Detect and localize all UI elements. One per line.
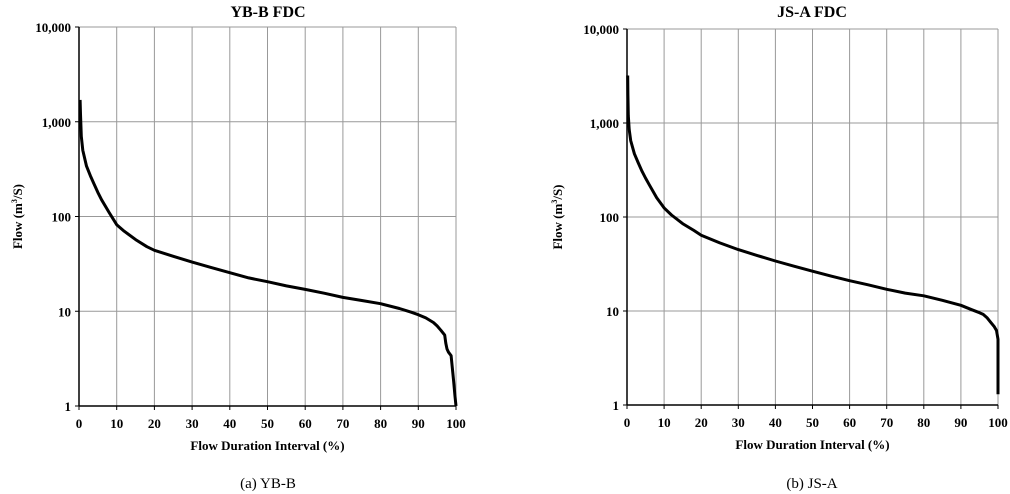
x-tick-label: 100 [988, 415, 1008, 430]
y-axis-label-end: /S) [10, 184, 25, 200]
y-tick-label: 1,000 [42, 115, 71, 130]
x-tick-label: 80 [374, 416, 387, 431]
y-tick-label: 100 [600, 210, 620, 225]
x-tick-label: 30 [186, 416, 199, 431]
x-tick-label: 40 [769, 415, 782, 430]
x-tick-label: 20 [148, 416, 161, 431]
x-tick-label: 100 [446, 416, 466, 431]
chart-title: YB-B FDC [230, 4, 305, 21]
x-tick-label: 30 [732, 415, 745, 430]
x-tick-label: 70 [336, 416, 349, 431]
y-tick-label: 10,000 [35, 20, 71, 35]
x-axis-label: Flow Duration Interval (%) [190, 438, 344, 453]
y-tick-label: 1,000 [590, 116, 619, 131]
x-tick-label: 0 [624, 415, 631, 430]
y-axis-label-main: Flow (m [550, 203, 565, 249]
y-axis-label-main: Flow (m [10, 203, 25, 249]
y-axis-label: Flow (m3/S) [550, 184, 565, 249]
x-tick-label: 70 [880, 415, 893, 430]
x-tick-label: 10 [110, 416, 123, 431]
series-line-JS-A [626, 75, 1000, 395]
x-tick-label: 90 [412, 416, 425, 431]
x-tick-label: 60 [843, 415, 856, 430]
series-line-YB-B [78, 99, 458, 407]
y-tick-label: 1 [65, 399, 72, 414]
x-tick-label: 10 [658, 415, 671, 430]
y-tick-label: 100 [52, 210, 72, 225]
y-tick-label: 10 [58, 304, 71, 319]
figure-caption: (b) JS-A [786, 476, 837, 492]
x-tick-label: 90 [954, 415, 967, 430]
y-tick-label: 10 [606, 304, 619, 319]
x-axis-label: Flow Duration Interval (%) [735, 437, 889, 452]
x-tick-label: 50 [261, 416, 274, 431]
x-tick-label: 40 [223, 416, 236, 431]
y-tick-label: 10,000 [583, 22, 619, 37]
x-tick-label: 0 [76, 416, 83, 431]
x-tick-label: 20 [695, 415, 708, 430]
x-tick-label: 80 [917, 415, 930, 430]
y-tick-label: 1 [613, 398, 620, 413]
chart-title: JS-A FDC [777, 4, 847, 21]
y-axis-label-superscript: 3 [10, 199, 19, 203]
figure-caption: (a) YB-B [240, 476, 296, 492]
y-axis-label: Flow (m3/S) [10, 184, 25, 249]
y-axis-label-superscript: 3 [550, 200, 559, 204]
y-axis-label-end: /S) [550, 184, 565, 200]
x-tick-label: 60 [299, 416, 312, 431]
x-tick-label: 50 [806, 415, 819, 430]
